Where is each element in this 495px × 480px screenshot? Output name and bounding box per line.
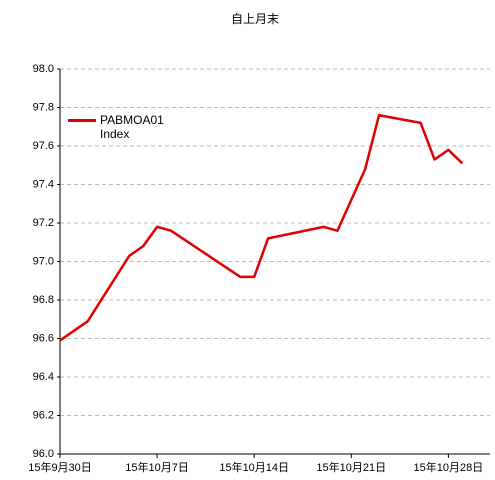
y-tick-label: 96.6 xyxy=(33,332,54,344)
y-tick-label: 97.2 xyxy=(33,217,54,229)
y-tick-label: 97.0 xyxy=(33,255,54,267)
y-tick-label: 98.0 xyxy=(33,63,54,75)
y-tick-label: 97.8 xyxy=(33,101,54,113)
y-tick-label: 96.2 xyxy=(33,409,54,421)
chart-title: 自上月末 xyxy=(231,12,279,26)
y-tick-label: 97.6 xyxy=(33,140,54,152)
line-series xyxy=(59,113,464,342)
y-tick-label: 97.4 xyxy=(33,178,54,190)
y-tick-label: 96.0 xyxy=(33,448,54,460)
x-tick-label: 15年10月28日 xyxy=(414,460,484,474)
y-tick-label: 96.8 xyxy=(33,294,54,306)
x-tick-label: 15年10月21日 xyxy=(316,460,386,474)
x-tick-label: 15年10月7日 xyxy=(125,460,189,474)
y-tick-label: 96.4 xyxy=(33,371,54,383)
x-tick-label: 15年9月30日 xyxy=(28,460,92,474)
x-tick-label: 15年10月14日 xyxy=(219,460,289,474)
legend: PABMOA01 Index xyxy=(68,113,170,141)
legend-label: PABMOA01 Index xyxy=(100,113,164,141)
legend-swatch xyxy=(68,119,96,122)
